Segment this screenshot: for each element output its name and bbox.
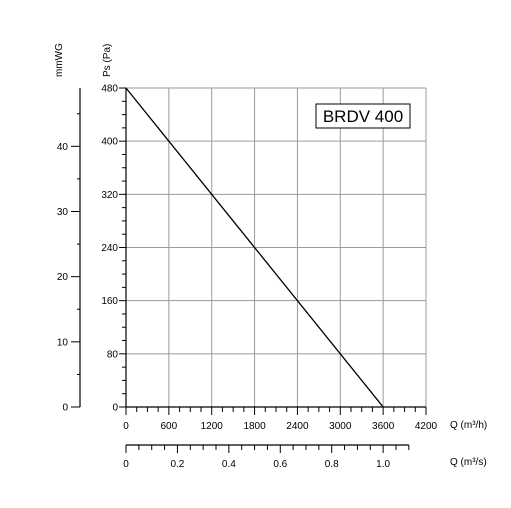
x-primary-tick-label: 3000 bbox=[329, 421, 352, 432]
y-secondary-tick-label: 40 bbox=[57, 142, 69, 153]
y-primary-tick-label: 80 bbox=[107, 349, 119, 360]
x-primary-axis-label: Q (m³/h) bbox=[450, 420, 487, 431]
y-secondary-axis-label: mmWG bbox=[54, 43, 65, 77]
x-primary-tick-label: 600 bbox=[161, 421, 178, 432]
y-primary-tick-label: 0 bbox=[112, 403, 118, 414]
x-primary-tick-label: 2400 bbox=[286, 421, 309, 432]
x-secondary-axis-label: Q (m³/s) bbox=[450, 457, 487, 468]
x-secondary-tick-label: 0 bbox=[123, 459, 129, 470]
y-secondary-tick-label: 0 bbox=[62, 403, 68, 414]
x-primary-tick-label: 1200 bbox=[201, 421, 224, 432]
model-label-box bbox=[315, 103, 411, 129]
x-secondary-tick-label: 1.0 bbox=[376, 459, 390, 470]
y-primary-tick-label: 240 bbox=[101, 243, 118, 254]
y-primary-axis-label: Ps (Pa) bbox=[102, 44, 113, 77]
x-primary-tick-label: 3600 bbox=[372, 421, 395, 432]
series bbox=[125, 87, 384, 408]
x-secondary-tick-label: 0.8 bbox=[325, 459, 339, 470]
x-secondary-tick-label: 0.4 bbox=[222, 459, 236, 470]
y-primary-tick-label: 160 bbox=[101, 296, 118, 307]
x-primary-tick-label: 4200 bbox=[415, 421, 438, 432]
model-label: BRDV 400 bbox=[323, 107, 403, 126]
y-secondary-tick-label: 10 bbox=[57, 337, 69, 348]
y-primary-tick-label: 320 bbox=[101, 190, 118, 201]
y-primary-tick-label: 400 bbox=[101, 137, 118, 148]
x-primary-tick-label: 0 bbox=[123, 421, 129, 432]
y-secondary-tick-label: 30 bbox=[57, 207, 69, 218]
x-secondary-tick-label: 0.2 bbox=[170, 459, 184, 470]
grid bbox=[126, 87, 427, 407]
series-line bbox=[125, 87, 384, 408]
x-secondary-tick-label: 0.6 bbox=[273, 459, 287, 470]
y-secondary-tick-label: 20 bbox=[57, 272, 69, 283]
x-primary-tick-label: 1800 bbox=[243, 421, 266, 432]
y-primary-tick-label: 480 bbox=[101, 84, 118, 95]
